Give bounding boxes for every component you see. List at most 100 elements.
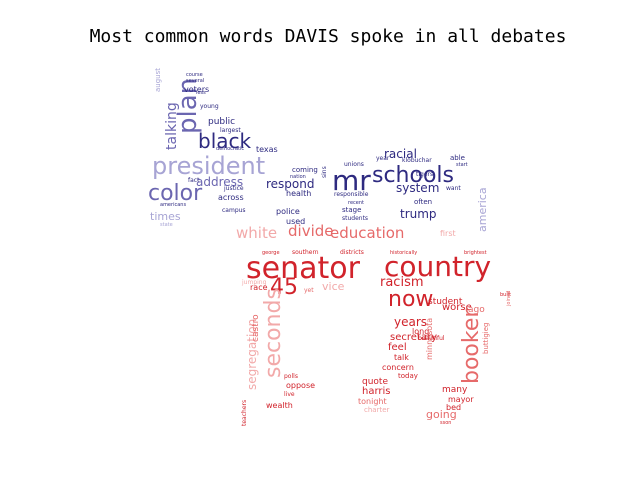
cloud-word: klobuchar xyxy=(402,157,432,164)
cloud-word: beautiful xyxy=(418,335,445,342)
cloud-word: ago xyxy=(468,305,485,315)
cloud-word: president xyxy=(152,152,265,180)
cloud-word: police xyxy=(276,207,300,216)
cloud-word: built xyxy=(500,292,511,298)
cloud-word: feel xyxy=(388,342,407,353)
cloud-word: charter xyxy=(364,406,390,414)
cloud-word: talk xyxy=(394,353,409,362)
cloud-word: coming xyxy=(292,166,318,174)
cloud-word: george xyxy=(262,250,280,256)
cloud-word: nation xyxy=(290,174,306,180)
cloud-word: white xyxy=(236,224,277,242)
cloud-word: now xyxy=(388,287,433,312)
cloud-word: booker xyxy=(459,308,484,384)
cloud-word: campus xyxy=(222,207,246,214)
cloud-word: texas xyxy=(256,145,278,154)
cloud-word: recent xyxy=(348,200,364,206)
cloud-word: student xyxy=(428,297,463,307)
cloud-word: segregation xyxy=(245,319,259,390)
cloud-word: respond xyxy=(266,177,315,191)
cloud-word: concern xyxy=(382,363,414,372)
chart-title: Most common words DAVIS spoke in all deb… xyxy=(89,26,567,47)
cloud-word: tonight xyxy=(358,397,387,406)
cloud-word: largest xyxy=(220,127,241,134)
cloud-word: across xyxy=(218,193,244,202)
cloud-word: worse xyxy=(442,302,472,313)
cloud-word: seconds xyxy=(261,288,286,378)
cloud-word: racism xyxy=(380,275,424,290)
cloud-word: senator xyxy=(246,251,361,286)
cloud-word: country xyxy=(384,250,491,283)
cloud-word: race xyxy=(250,283,268,292)
cloud-word: live xyxy=(284,391,295,398)
cloud-word: fact xyxy=(188,177,200,184)
cloud-word: years xyxy=(394,315,427,329)
cloud-word: democratic xyxy=(216,146,244,152)
cloud-word: less xyxy=(196,90,206,96)
cloud-word: america xyxy=(476,187,489,232)
cloud-word: wealth xyxy=(266,401,293,410)
cloud-word: many xyxy=(442,385,468,395)
cloud-word: health xyxy=(286,189,311,198)
cloud-word: today xyxy=(398,372,418,380)
cloud-word: racial xyxy=(384,147,417,161)
cloud-word: bed xyxy=(446,403,461,412)
cloud-word: harris xyxy=(362,386,391,397)
cloud-word: start xyxy=(456,162,468,168)
cloud-word: divide xyxy=(288,222,333,240)
cloud-word: historically xyxy=(390,250,417,256)
cloud-word: want xyxy=(446,185,461,192)
cloud-word: 45 xyxy=(270,275,298,300)
cloud-word: joined xyxy=(506,291,512,307)
cloud-word: trump xyxy=(400,207,437,221)
cloud-word: young xyxy=(200,103,219,110)
cloud-word: yet xyxy=(304,287,314,294)
cloud-word: system xyxy=(396,181,439,195)
cloud-word: students xyxy=(342,215,368,222)
cloud-word: august xyxy=(154,68,162,92)
cloud-word: responsible xyxy=(334,191,369,198)
cloud-word: schools xyxy=(372,163,454,188)
cloud-word: teachers xyxy=(241,400,248,426)
cloud-word: first xyxy=(440,229,456,238)
cloud-word: public xyxy=(208,117,235,127)
cloud-word: unions xyxy=(344,161,364,168)
cloud-word: oppose xyxy=(286,381,315,390)
cloud-word: several xyxy=(186,78,204,84)
cloud-word: tigers xyxy=(416,171,433,178)
cloud-word: sson xyxy=(440,420,451,426)
cloud-word: going xyxy=(426,408,457,421)
cloud-word: times xyxy=(150,210,181,223)
cloud-word: color xyxy=(148,181,203,206)
cloud-word: used xyxy=(286,217,305,226)
cloud-word: quote xyxy=(362,377,388,387)
cloud-word: course xyxy=(186,72,203,78)
cloud-word: often xyxy=(414,198,432,206)
cloud-word: long xyxy=(412,327,429,336)
cloud-word: vice xyxy=(322,280,345,293)
cloud-word: mr xyxy=(332,164,371,197)
cloud-word: plan xyxy=(173,78,203,134)
cloud-word: americans xyxy=(160,202,186,208)
cloud-word: sins xyxy=(321,166,328,178)
cloud-word: education xyxy=(330,224,404,242)
cloud-word: districts xyxy=(340,249,364,256)
cloud-word: brightest xyxy=(464,250,487,256)
cloud-word: jumping xyxy=(241,279,267,286)
cloud-word: secretary xyxy=(390,332,437,343)
cloud-word: year xyxy=(376,155,390,162)
cloud-word: black xyxy=(198,129,252,153)
cloud-word: southern xyxy=(292,249,319,256)
cloud-word: castro xyxy=(251,314,261,342)
cloud-word: minnesota xyxy=(425,318,434,360)
cloud-word: buttigieg xyxy=(482,323,490,354)
cloud-word: voters xyxy=(184,85,209,94)
cloud-word: able xyxy=(450,154,465,162)
cloud-word: address xyxy=(196,175,243,189)
cloud-word: stage xyxy=(342,206,361,214)
cloud-word: talking xyxy=(164,102,180,150)
cloud-word: justice xyxy=(223,185,244,192)
cloud-word: state xyxy=(160,222,173,228)
